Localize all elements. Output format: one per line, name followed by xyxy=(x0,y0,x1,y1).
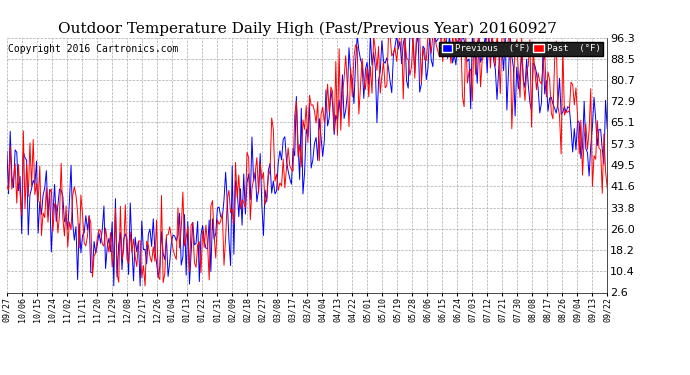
Legend: Previous  (°F), Past  (°F): Previous (°F), Past (°F) xyxy=(440,42,602,56)
Title: Outdoor Temperature Daily High (Past/Previous Year) 20160927: Outdoor Temperature Daily High (Past/Pre… xyxy=(57,22,557,36)
Text: Copyright 2016 Cartronics.com: Copyright 2016 Cartronics.com xyxy=(8,44,178,54)
